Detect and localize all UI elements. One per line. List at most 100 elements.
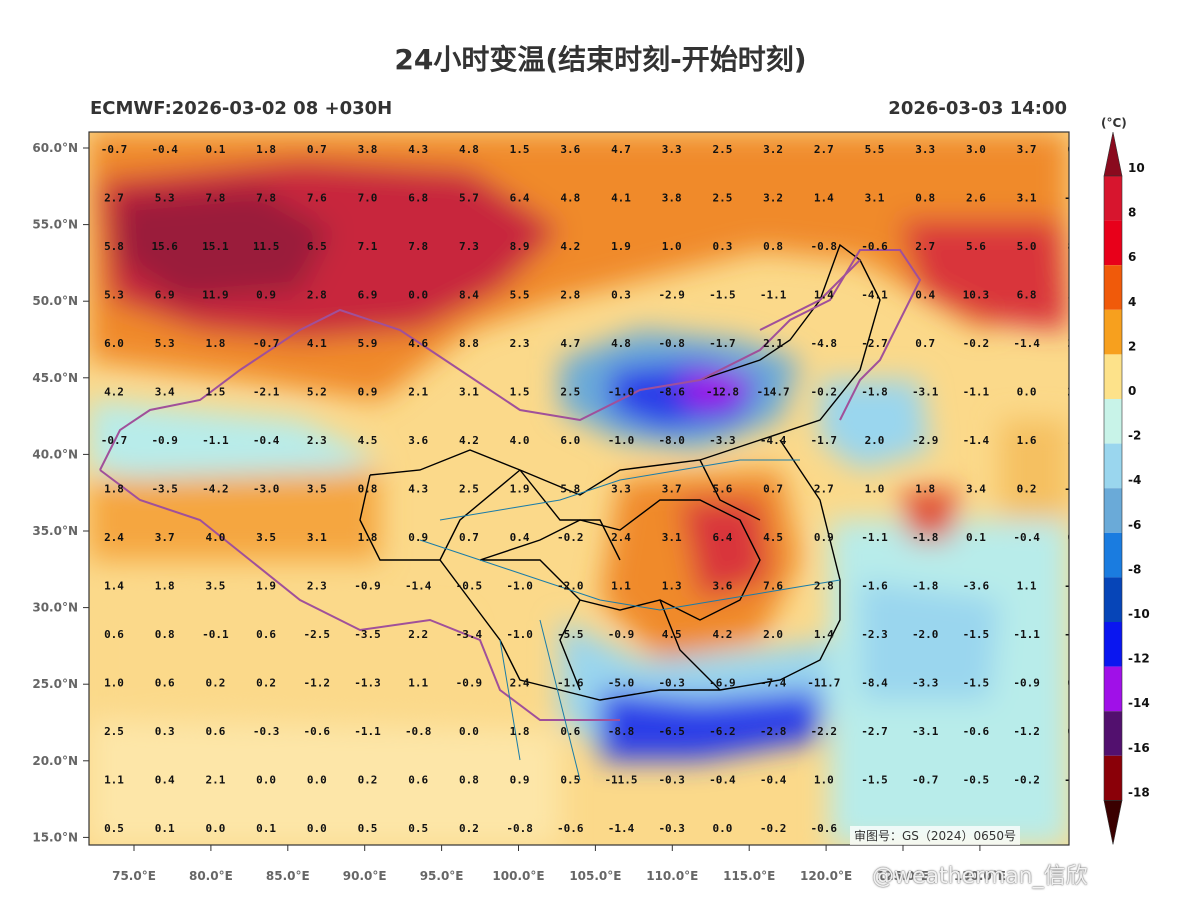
grid-value: -2.1: [253, 386, 280, 399]
grid-value: 0.2: [459, 822, 479, 835]
grid-value: 0.2: [1017, 483, 1037, 496]
grid-value: -0.2: [963, 337, 990, 350]
grid-value: 5.7: [459, 192, 479, 205]
grid-value: 0.5: [104, 822, 124, 835]
grid-value: 4.0: [510, 434, 530, 447]
grid-value: -1.7: [811, 434, 838, 447]
grid-value: 0.6: [155, 677, 175, 690]
colorbar-segment: [1104, 443, 1122, 489]
grid-value: 1.9: [510, 483, 530, 496]
grid-value: -0.6: [963, 725, 990, 738]
grid-value: 3.3: [915, 143, 935, 156]
grid-value: -3.6: [963, 580, 990, 593]
map-field: -0.7 -0.4 0.1 1.8 0.7 3.8 4.3 4.8 1.5 3.6 4.7 3.3 2.…: [89, 132, 1091, 845]
grid-value: 4.3: [408, 483, 428, 496]
grid-value: 2.4: [611, 531, 631, 544]
grid-value: -14.7: [757, 386, 790, 399]
grid-value: 7.8: [408, 240, 428, 253]
grid-value: 2.1: [763, 337, 783, 350]
grid-value: -1.4: [608, 822, 635, 835]
grid-value: 7.0: [358, 192, 378, 205]
grid-value: 1.1: [611, 580, 631, 593]
grid-value: 0.8: [915, 192, 935, 205]
grid-value: 0.7: [307, 143, 327, 156]
grid-value: 0.8: [358, 483, 378, 496]
grid-value: 4.8: [560, 192, 580, 205]
grid-value: 2.8: [560, 289, 580, 302]
grid-value: -6.5: [658, 725, 685, 738]
lon-tick-label: 105.0°E: [569, 869, 621, 883]
grid-value: 0.3: [712, 240, 732, 253]
grid-value: -5.5: [557, 628, 584, 641]
grid-value: 5.3: [155, 337, 175, 350]
grid-value: -0.4: [1013, 531, 1040, 544]
grid-value: 7.6: [763, 580, 783, 593]
grid-value: 0.4: [155, 774, 175, 787]
grid-value: 3.6: [712, 580, 732, 593]
grid-value: -1.5: [709, 289, 736, 302]
grid-value: -1.8: [912, 580, 939, 593]
grid-value: 2.7: [104, 192, 124, 205]
grid-value: 2.8: [814, 580, 834, 593]
grid-value: 0.0: [408, 289, 428, 302]
grid-value: 2.7: [814, 483, 834, 496]
grid-value: -0.5: [1064, 483, 1091, 496]
grid-value: -0.6: [861, 240, 888, 253]
grid-value: -1.4: [963, 434, 990, 447]
grid-value: -1.3: [354, 677, 381, 690]
grid-value: -1.1: [861, 531, 888, 544]
grid-value: 4.7: [611, 143, 631, 156]
grid-value: 1.1: [1067, 289, 1087, 302]
grid-value: 1.8: [205, 337, 225, 350]
model-run-label: ECMWF:2026-03-02 08 +030H: [90, 98, 393, 119]
page-title: 24小时变温(结束时刻-开始时刻): [394, 43, 807, 76]
grid-value: 6.9: [155, 289, 175, 302]
grid-value: -1.2: [1013, 725, 1040, 738]
grid-value: 1.8: [510, 725, 530, 738]
grid-value: -11.7: [807, 677, 840, 690]
grid-value: -0.2: [811, 386, 838, 399]
lat-tick-label: 55.0°N: [32, 218, 78, 232]
grid-value: 0.6: [408, 774, 428, 787]
grid-value: 0.6: [256, 628, 276, 641]
colorbar-level-label: -8: [1128, 562, 1141, 576]
grid-value: 1.9: [256, 580, 276, 593]
grid-value: 3.7: [155, 531, 175, 544]
latitude-axis: 60.0°N 55.0°N 50.0°N 45.0°N 40.0°N 35.0°N 30.0…: [32, 141, 89, 844]
grid-value: -0.5: [1064, 774, 1091, 787]
grid-value: 0.2: [358, 774, 378, 787]
colorbar-segment: [1104, 220, 1122, 266]
grid-value: 4.8: [611, 337, 631, 350]
grid-value: 4.5: [763, 531, 783, 544]
grid-value: 8.9: [510, 240, 530, 253]
grid-value: 0.5: [408, 822, 428, 835]
colorbar-level-label: 10: [1128, 161, 1145, 175]
grid-value: 0.4: [510, 531, 530, 544]
grid-value: 4.6: [408, 337, 428, 350]
grid-value: -2.0: [557, 580, 584, 593]
grid-value: 3.8: [358, 143, 378, 156]
grid-value: -3.3: [912, 677, 939, 690]
lat-tick-label: 30.0°N: [32, 601, 78, 615]
grid-value: 0.0: [205, 822, 225, 835]
colorbar-segment: [1104, 265, 1122, 310]
grid-value: -3.5: [151, 483, 178, 496]
grid-value: -3.1: [912, 386, 939, 399]
grid-value: 2.5: [712, 192, 732, 205]
grid-value: -0.4: [151, 143, 178, 156]
grid-value: -0.5: [456, 580, 483, 593]
grid-value: 1.3: [662, 580, 682, 593]
grid-value: -0.7: [253, 337, 280, 350]
grid-value: -2.7: [861, 337, 888, 350]
grid-value: 2.0: [763, 628, 783, 641]
grid-value: 8.8: [459, 337, 479, 350]
grid-value: 1.4: [814, 628, 834, 641]
grid-value: -1.4: [405, 580, 432, 593]
grid-value: -8.6: [658, 386, 685, 399]
grid-value: -2.0: [912, 628, 939, 641]
grid-value: -2.9: [912, 434, 939, 447]
grid-value: 0.0: [459, 725, 479, 738]
grid-value: -5.0: [608, 677, 635, 690]
grid-value: -8.0: [658, 434, 685, 447]
lat-tick-label: 20.0°N: [32, 754, 78, 768]
